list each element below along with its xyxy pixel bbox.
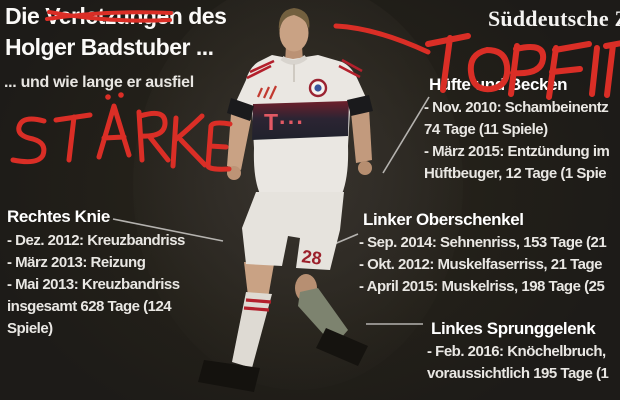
injury-line: Hüftbeuger, 12 Tage (1 Spie [424,165,607,182]
staerke-handwriting [10,92,233,172]
masthead-logo: Süddeutsche Z [488,6,620,31]
player-face [279,14,309,52]
injury-line: Spiele) [7,320,53,337]
player-hair [278,8,310,32]
section-heading: Hüfte und Becken [429,75,568,94]
injury-line: - Nov. 2010: Schambeinentz [424,99,609,116]
player-right-boot [198,360,260,392]
injury-line: voraussichtlich 195 Tage (1 [427,365,609,382]
connector-huefte-becken [382,96,430,174]
injury-line: - Feb. 2016: Knöchelbruch, [427,343,606,360]
section-heading: Linker Oberschenkel [363,210,524,229]
player-left-forearm [351,108,372,163]
subtitle: ... und wie lange er ausfiel [4,74,194,91]
title-line-2: Holger Badstuber ... [5,35,214,61]
title-prefix: Die [5,4,46,29]
player-left-boot [316,328,368,366]
player-right-hand [227,166,241,180]
section-heading: Linkes Sprunggelenk [431,319,596,338]
player-left-sock [298,288,348,346]
shoulder-stripes [246,58,363,80]
section-huefte-becken: Hüfte und Becken - Nov. 2010: Schambeine… [424,74,620,185]
jersey-chest-band [252,101,349,140]
title-line-1: Die Verletzungen des [5,4,226,29]
bayern-crest-icon [308,78,328,98]
injury-line: - März 2013: Reizung [7,254,146,271]
section-rechtes-knie: Rechtes Knie - Dez. 2012: Kreuzbandriss … [7,206,257,340]
player-shorts [242,192,344,270]
injury-line: - März 2015: Entzündung im [424,143,610,160]
jersey-collar [280,55,308,65]
left-armband [347,95,373,116]
section-heading: Rechtes Knie [7,207,110,226]
player-neck [285,46,303,62]
title-struck-word: Verletzungen [45,4,183,29]
injury-line: - Sep. 2014: Sehnenriss, 153 Tage (21 [359,234,607,251]
adidas-logo-icon [256,85,277,100]
player-right-forearm [227,114,251,170]
bayern-crest-center [314,84,322,92]
injury-line: insgesamt 628 Tage (124 [7,298,172,315]
injury-line: 74 Tage (11 Spiele) [424,121,548,138]
title-suffix: des [182,4,227,29]
section-linkes-sprunggelenk: Linkes Sprunggelenk - Feb. 2016: Knöchel… [427,318,620,385]
telekom-logo-icon: T··· [264,109,305,135]
player-left-hand [358,161,372,175]
page-title: Die Verletzungen des Holger Badstuber ..… [5,4,226,61]
injury-line: - Dez. 2012: Kreuzbandriss [7,232,185,249]
right-armband [227,98,254,121]
marker-swoosh [333,23,431,55]
player-left-knee [295,274,317,302]
player-jersey [235,55,368,194]
connector-linker-oberschenkel [331,233,359,246]
injury-line: - Mai 2013: Kreuzbandriss [7,276,180,293]
injury-line: - April 2015: Muskelriss, 198 Tage (25 [359,278,605,295]
shirt-number: 28 [300,246,323,269]
section-linker-oberschenkel: Linker Oberschenkel - Sep. 2014: Sehnenr… [359,209,620,298]
injury-line: - Okt. 2012: Muskelfaserriss, 21 Tage [359,256,603,273]
